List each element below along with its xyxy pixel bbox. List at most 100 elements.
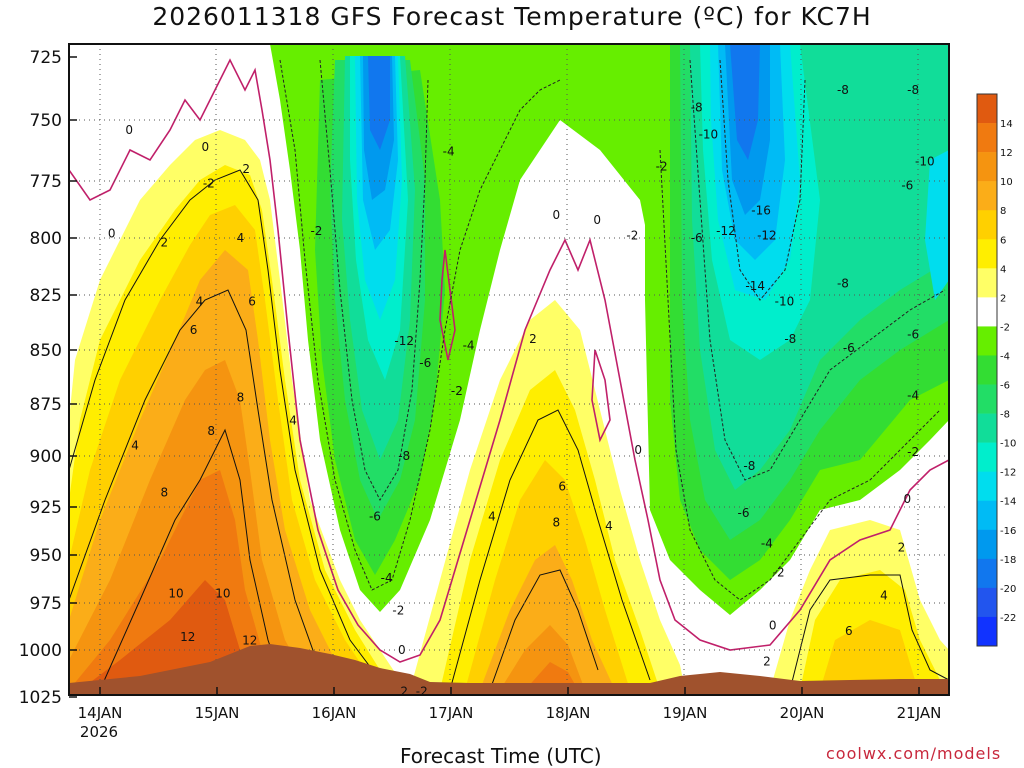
contour-label: -12 bbox=[757, 229, 777, 243]
x-tick-label: 14JAN bbox=[78, 704, 123, 722]
contour-label: -8 bbox=[907, 83, 919, 97]
colorbar-swatch bbox=[977, 355, 997, 385]
colorbar-label: 8 bbox=[1000, 206, 1006, 217]
colorbar-swatch bbox=[977, 587, 997, 618]
colorbar-swatch bbox=[977, 268, 997, 298]
grid bbox=[69, 44, 949, 695]
neg-contour-line-3 bbox=[659, 149, 941, 601]
contour-label: 0 bbox=[125, 123, 133, 137]
contour-label: 8 bbox=[552, 515, 560, 529]
contour-label: 4 bbox=[880, 588, 888, 602]
x-tick-label: 17JAN bbox=[429, 704, 474, 722]
contour-label: -2 bbox=[451, 384, 463, 398]
contour-label: 4 bbox=[196, 295, 204, 309]
contour-label: 0 bbox=[398, 643, 406, 657]
contour-label: -10 bbox=[915, 154, 935, 168]
y-tick-label: 900 bbox=[30, 447, 62, 467]
contour-label: -4 bbox=[463, 339, 475, 353]
colorbar-swatch bbox=[977, 239, 997, 269]
x-axis-label: Forecast Time (UTC) bbox=[400, 744, 602, 768]
colorbar-swatch bbox=[977, 616, 997, 647]
contour-label: 6 bbox=[845, 624, 853, 638]
colorbar: 14 12 10 8 6 4 2 -2 -4 -6 -8 -10 -12 -14 -16 -18 -20 -22 bbox=[976, 93, 1016, 647]
colorbar-swatch bbox=[977, 413, 997, 443]
contour-labels: 0 0 0 2 -2 2 4 4 6 6 8 8 4 8 10 10 12 12 4 -2 -4 -12 -6 -4 -2 -8 -… bbox=[108, 83, 935, 699]
colorbar-label: -8 bbox=[1000, 410, 1010, 421]
contour-label: 10 bbox=[168, 586, 183, 600]
contour-label: 8 bbox=[207, 424, 215, 438]
contour-label: -4 bbox=[761, 536, 773, 550]
pos-contour-line-5 bbox=[489, 569, 599, 691]
contour-label: -12 bbox=[394, 334, 414, 348]
colorbar-label: -20 bbox=[1000, 584, 1016, 595]
colorbar-swatch bbox=[977, 529, 997, 560]
contour-label: -6 bbox=[843, 341, 855, 355]
colorbar-swatch bbox=[977, 94, 997, 124]
contour-label: 8 bbox=[161, 486, 169, 500]
colorbar-label: -22 bbox=[1000, 613, 1016, 624]
x-tick-label: 15JAN bbox=[195, 704, 240, 722]
cold-fill-minus18c bbox=[368, 56, 390, 150]
contour-label: 0 bbox=[903, 492, 911, 506]
contour-label: 4 bbox=[488, 510, 496, 524]
contour-label: -6 bbox=[369, 510, 381, 524]
contour-label: 6 bbox=[190, 323, 198, 337]
colorbar-label: -4 bbox=[1000, 351, 1010, 362]
y-tick-label: 800 bbox=[30, 229, 62, 249]
plot-frame bbox=[68, 43, 950, 696]
zero-contour-line bbox=[69, 58, 949, 663]
contour-label: -10 bbox=[775, 295, 795, 309]
colorbar-label: -12 bbox=[1000, 468, 1016, 479]
contour-label: 4 bbox=[605, 519, 613, 533]
contour-label: -14 bbox=[745, 279, 765, 293]
chart-title: 2026011318 GFS Forecast Temperature (ºC)… bbox=[152, 2, 872, 31]
contour-label: 0 bbox=[634, 443, 642, 457]
contour-label: -4 bbox=[907, 388, 919, 402]
contour-label: 6 bbox=[248, 295, 256, 309]
contour-label: 2 bbox=[161, 236, 169, 250]
neg-contour-line bbox=[279, 59, 561, 591]
contour-label: 2 bbox=[763, 654, 771, 668]
contour-label: 4 bbox=[237, 231, 245, 245]
colorbar-frame bbox=[976, 93, 998, 647]
pos-contour-line-3 bbox=[99, 428, 286, 691]
zero-contour-line-3 bbox=[591, 349, 611, 443]
contour-label: 2 bbox=[529, 332, 537, 346]
contour-label: -8 bbox=[743, 459, 755, 473]
colorbar-swatch bbox=[977, 123, 997, 153]
contour-fill-layer bbox=[69, 44, 949, 695]
colorbar-swatch bbox=[977, 384, 997, 414]
y-axis: 725 750 775 800 825 850 875 900 925 950 975 1000 102… bbox=[19, 48, 77, 708]
contour-label: -2 bbox=[907, 445, 919, 459]
y-tick-label: 975 bbox=[30, 594, 62, 614]
colorbar-swatch bbox=[977, 152, 997, 182]
x-tick-label: 19JAN bbox=[663, 704, 708, 722]
contour-label: -8 bbox=[837, 83, 849, 97]
x-tick-label: 18JAN bbox=[546, 704, 591, 722]
colorbar-swatch bbox=[977, 297, 997, 327]
contour-label: -2 bbox=[310, 224, 322, 238]
contour-label: 2 bbox=[242, 162, 250, 176]
colorbar-label: 12 bbox=[1000, 148, 1013, 159]
contour-label: -6 bbox=[907, 328, 919, 342]
colorbar-label: -16 bbox=[1000, 526, 1016, 537]
x-tick-label: 20JAN bbox=[780, 704, 825, 722]
contour-label: -6 bbox=[419, 356, 431, 370]
colorbar-label: 4 bbox=[1000, 264, 1006, 275]
credit-link[interactable]: coolwx.com/models bbox=[826, 744, 1002, 763]
neg-contour-line-5 bbox=[719, 59, 806, 301]
contour-label: -4 bbox=[381, 571, 393, 585]
contour-label: 0 bbox=[593, 213, 601, 227]
y-tick-label: 725 bbox=[30, 48, 62, 68]
pos-contour-line-2 bbox=[69, 289, 321, 671]
x-tick-sublabel: 2026 bbox=[80, 723, 118, 741]
contour-label: -2 bbox=[626, 229, 638, 243]
colorbar-swatch bbox=[977, 326, 997, 356]
y-tick-label: 1000 bbox=[19, 641, 62, 661]
pos-contour-line-6 bbox=[789, 574, 949, 691]
warm-fill-8c-b bbox=[480, 545, 615, 690]
contour-label: 0 bbox=[201, 140, 209, 154]
contour-label: -6 bbox=[691, 231, 703, 245]
colorbar-label: -10 bbox=[1000, 439, 1016, 450]
